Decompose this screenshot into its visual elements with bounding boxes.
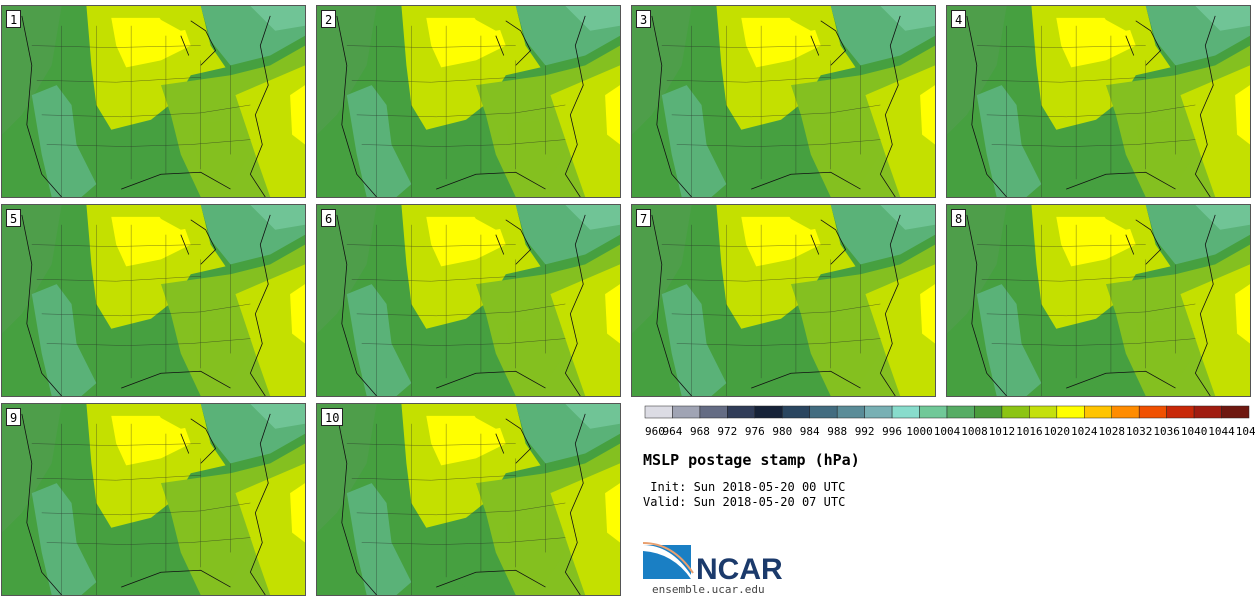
map-panel-6: 6 <box>316 204 621 397</box>
init-time: Init: Sun 2018-05-20 00 UTC <box>643 480 846 494</box>
colorbar-segment <box>672 405 701 419</box>
colorbar-segment <box>1084 405 1112 419</box>
colorbar-tick-label: 1032 <box>1126 425 1153 438</box>
colorbar-tick-label: 1040 <box>1181 425 1208 438</box>
colorbar-segment <box>974 405 1003 419</box>
panel-number: 2 <box>321 10 337 28</box>
panel-number: 4 <box>951 10 967 28</box>
colorbar-tick-label: 1044 <box>1208 425 1235 438</box>
colorbar-tick-label: 980 <box>772 425 792 438</box>
panel-number: 1 <box>6 10 22 28</box>
logo-text: NCAR <box>696 553 783 583</box>
map-panel-5: 5 <box>1 204 306 397</box>
colorbar-tick-label: 964 <box>663 425 683 438</box>
colorbar-tick-label: 1016 <box>1016 425 1043 438</box>
colorbar-tick-label: 976 <box>745 425 765 438</box>
colorbar-tick-label: 1020 <box>1044 425 1071 438</box>
colorbar-tick-label: 968 <box>690 425 710 438</box>
map-panel-4: 4 <box>946 5 1251 198</box>
panel-number: 5 <box>6 209 22 227</box>
colorbar-segment <box>782 405 810 419</box>
map-panel-8: 8 <box>946 204 1251 397</box>
valid-time: Valid: Sun 2018-05-20 07 UTC <box>643 495 846 509</box>
panel-number: 10 <box>321 408 344 426</box>
colorbar-tick-label: 1048 <box>1236 425 1255 438</box>
map-panel-1: 1 <box>1 5 306 198</box>
map-panel-10: 10 <box>316 403 621 596</box>
colorbar-segment <box>1138 405 1167 419</box>
colorbar-segment <box>1111 405 1140 419</box>
colorbar-tick-label: 1036 <box>1153 425 1180 438</box>
colorbar-segment <box>727 405 756 419</box>
panel-number: 7 <box>636 209 652 227</box>
map-panel-3: 3 <box>631 5 936 198</box>
map-panel-2: 2 <box>316 5 621 198</box>
colorbar-tick-label: 996 <box>882 425 902 438</box>
colorbar-segment <box>919 405 948 419</box>
colorbar-segment <box>699 405 728 419</box>
colorbar-tick-label: 988 <box>827 425 847 438</box>
colorbar-segment <box>1193 405 1222 419</box>
panel-number: 3 <box>636 10 652 28</box>
colorbar-segment <box>1001 405 1030 419</box>
colorbar-segment <box>891 405 920 419</box>
colorbar-tick-label: 1000 <box>906 425 933 438</box>
colorbar-tick-label: 992 <box>855 425 875 438</box>
colorbar-segment <box>1056 405 1085 419</box>
colorbar-segment <box>1166 405 1195 419</box>
map-panel-9: 9 <box>1 403 306 596</box>
colorbar-segment <box>836 405 865 419</box>
panel-number: 8 <box>951 209 967 227</box>
colorbar-tick-label: 1008 <box>961 425 988 438</box>
website-url: ensemble.ucar.edu <box>652 583 765 596</box>
colorbar-tick-label: 1028 <box>1098 425 1125 438</box>
figure-title: MSLP postage stamp (hPa) <box>643 451 860 469</box>
colorbar-segment <box>864 405 893 419</box>
panel-number: 6 <box>321 209 337 227</box>
colorbar-segment <box>754 405 783 419</box>
panel-number: 9 <box>6 408 22 426</box>
colorbar-tick-label: 1024 <box>1071 425 1098 438</box>
colorbar-segment <box>644 405 673 419</box>
map-panel-7: 7 <box>631 204 936 397</box>
colorbar-tick-label: 984 <box>800 425 820 438</box>
colorbar-segment <box>1029 405 1058 419</box>
colorbar-tick-label: 1012 <box>989 425 1016 438</box>
colorbar-tick-label: 1004 <box>934 425 961 438</box>
colorbar-tick-label: 972 <box>717 425 737 438</box>
colorbar-tick-label: 960 <box>645 425 665 438</box>
colorbar-segment <box>946 405 975 419</box>
colorbar-segment <box>1221 405 1250 419</box>
ncar-logo: NCAR <box>643 542 783 583</box>
colorbar-segment <box>809 405 838 419</box>
